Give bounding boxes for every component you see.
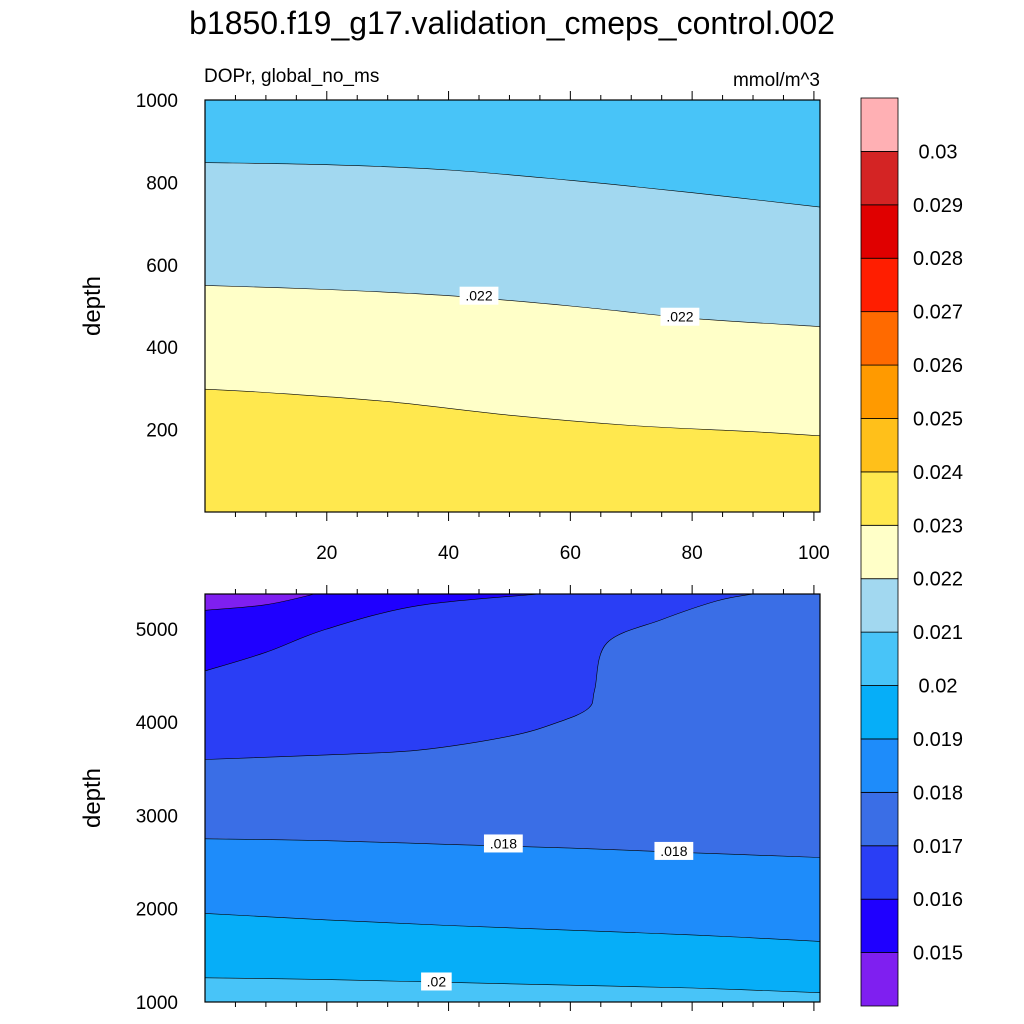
colorbar-swatch: [860, 364, 899, 419]
lower-depth-panel: .02 .018 .018 1000 2000 3000 4000 5000 depth: [79, 585, 821, 1014]
colorbar-label: 0.02: [919, 676, 958, 698]
colorbar-swatch: [860, 685, 899, 740]
colorbar-label: 0.022: [913, 569, 963, 591]
colorbar-swatch: [860, 204, 899, 259]
contour-band-0.02-0.021: [205, 162, 820, 327]
y-tick-label: 800: [146, 173, 178, 194]
contour-line: [205, 977, 820, 993]
contour-line: [205, 594, 540, 672]
chart-title: b1850.f19_g17.validation_cmeps_control.0…: [189, 5, 835, 41]
svg-text:.018: .018: [490, 835, 517, 851]
contour-line: [205, 594, 315, 611]
contour-band-0.022-0.023: [205, 389, 820, 512]
contour-band-0.02-0.021: [205, 977, 820, 1002]
contour-line: [205, 162, 820, 208]
contour-line: [205, 285, 820, 327]
contour-band-0.015-0.016: [205, 594, 540, 671]
x-tick-label: 80: [682, 543, 703, 564]
y-tick-label: 200: [146, 421, 178, 442]
y-axis-label: depth: [79, 768, 106, 828]
colorbar-swatch: [860, 898, 899, 953]
contour-label: .018: [654, 841, 694, 860]
contour-label: .018: [483, 834, 523, 853]
variable-label: DOPr, global_no_ms: [204, 66, 379, 87]
x-tick-label: 60: [560, 543, 581, 564]
colorbar-label: 0.03: [919, 141, 958, 163]
svg-text:.018: .018: [660, 843, 687, 859]
y-tick-label: 5000: [136, 620, 178, 641]
colorbar-label: 0.028: [913, 248, 963, 270]
colorbar-swatch: [860, 631, 899, 686]
colorbar-swatch: [860, 97, 899, 152]
colorbar-swatch: [860, 311, 899, 366]
x-tick-label: 100: [798, 543, 830, 564]
colorbar-swatch: [860, 471, 899, 526]
contour-label: .022: [660, 307, 700, 326]
svg-text:.02: .02: [427, 973, 447, 989]
colorbar-label: 0.029: [913, 195, 963, 217]
colorbar-swatch: [860, 738, 899, 793]
colorbar-label: 0.017: [913, 836, 963, 858]
colorbar-label: 0.018: [913, 782, 963, 804]
colorbar-label: 0.015: [913, 943, 963, 965]
y-tick-label: 1000: [136, 91, 178, 112]
colorbar-swatch: [860, 578, 899, 633]
colorbar-label: 0.016: [913, 889, 963, 911]
contour-band-<0.015: [205, 594, 315, 611]
contour-label: .02: [421, 972, 452, 991]
colorbar-label: 0.026: [913, 355, 963, 377]
colorbar-swatch: [860, 151, 899, 206]
colorbar-label: 0.025: [913, 408, 963, 430]
y-tick-label: 400: [146, 338, 178, 359]
plot-frame: [204, 99, 821, 513]
svg-text:.022: .022: [666, 309, 693, 325]
colorbar-label: 0.024: [913, 462, 963, 484]
y-tick-label: 2000: [136, 900, 178, 921]
y-tick-label: 1000: [136, 993, 178, 1014]
svg-text:.022: .022: [465, 288, 492, 304]
contour-line: [205, 594, 754, 760]
contour-band-0.019-0.02: [205, 100, 820, 208]
colorbar-swatch: [860, 952, 899, 1007]
colorbar-label: 0.027: [913, 302, 963, 324]
colorbar-swatch: [860, 257, 899, 313]
contour-band-0.019-0.02: [205, 913, 820, 993]
y-tick-label: 4000: [136, 713, 178, 734]
colorbar-swatch: [860, 791, 899, 847]
colorbar-swatch: [860, 845, 899, 900]
colorbar-swatch: [860, 524, 899, 580]
y-tick-label: 600: [146, 256, 178, 277]
contour-line: [205, 913, 820, 942]
y-axis-label: depth: [79, 276, 106, 336]
colorbar: 0.015 0.016 0.017 0.018 0.019 0.02 0.021 0.022 0…: [860, 97, 963, 1007]
contour-band-0.018-0.019: [205, 838, 820, 942]
colorbar-label: 0.019: [913, 729, 963, 751]
colorbar-swatch: [860, 418, 899, 473]
x-tick-label: 20: [316, 543, 337, 564]
plot-frame: [204, 593, 821, 1003]
contour-label: .022: [459, 286, 499, 305]
y-tick-label: 3000: [136, 806, 178, 827]
colorbar-label: 0.023: [913, 515, 963, 537]
colorbar-label: 0.021: [913, 622, 963, 644]
x-tick-label: 40: [438, 543, 459, 564]
contour-line: [205, 388, 820, 437]
units-label: mmol/m^3: [733, 70, 820, 91]
contour-band-0.016-0.017: [205, 594, 753, 760]
upper-depth-panel: .022 .022 20 40 60 80 100 200 400 600 800 1000 depth: [79, 91, 830, 564]
